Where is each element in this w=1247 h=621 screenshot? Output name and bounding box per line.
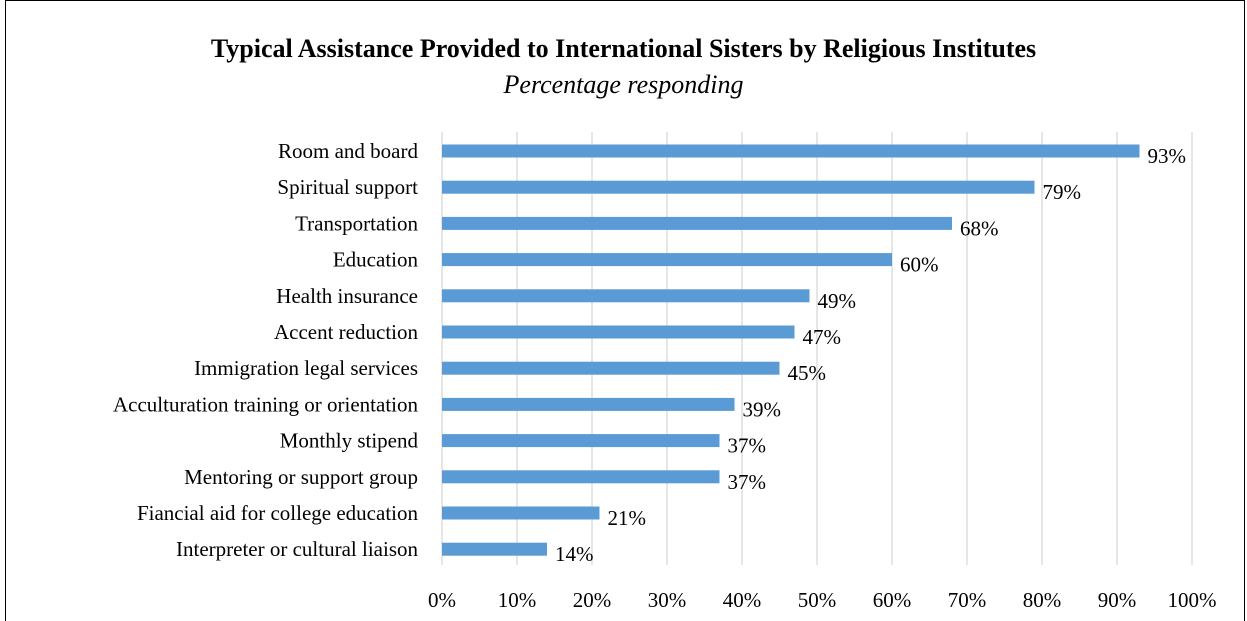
x-axis-tick-labels: 0% 10% 20% 30% 40% 50% 60% 70% 80% 90% 100% <box>428 588 1217 612</box>
category-label: Transportation <box>295 211 418 235</box>
x-tick-label: 100% <box>1168 588 1217 612</box>
value-labels: 93% 79% 68% 60% 49% 47% 45%39% 37% 37% 21% 14% <box>555 144 1186 566</box>
category-label: Health insurance <box>276 284 418 308</box>
gridlines <box>441 132 1193 565</box>
data-label: 49% <box>818 289 857 313</box>
bar <box>442 253 892 267</box>
bar <box>442 289 810 303</box>
data-label: 39% <box>743 397 782 421</box>
category-label: Education <box>333 248 419 272</box>
bar <box>442 361 780 375</box>
category-label: Fiancial aid for college education <box>137 501 419 525</box>
category-labels: Room and board Spiritual support Transport… <box>113 139 418 561</box>
x-tick-label: 80% <box>1023 588 1062 612</box>
x-tick-label: 90% <box>1098 588 1137 612</box>
data-label: 60% <box>900 253 939 277</box>
data-label: 79% <box>1043 180 1082 204</box>
data-label: 37% <box>728 470 767 494</box>
data-label: 45% <box>788 361 827 385</box>
bar <box>442 216 952 230</box>
chart-title: Typical Assistance Provided to Internati… <box>210 34 1037 63</box>
bar <box>442 144 1140 158</box>
bar <box>442 506 600 520</box>
x-tick-label: 70% <box>948 588 987 612</box>
data-label: 21% <box>608 506 647 530</box>
x-tick-label: 40% <box>723 588 762 612</box>
chart-subtitle: Percentage responding <box>503 70 744 99</box>
bar <box>442 397 735 411</box>
bar <box>442 542 547 556</box>
category-label: Acculturation training or orientation <box>113 392 418 416</box>
x-tick-label: 50% <box>798 588 837 612</box>
x-tick-label: 60% <box>873 588 912 612</box>
x-tick-label: 20% <box>573 588 612 612</box>
bars-group <box>442 144 1140 556</box>
data-label: 47% <box>803 325 842 349</box>
bar <box>442 434 720 448</box>
data-label: 93% <box>1148 144 1187 168</box>
x-tick-label: 30% <box>648 588 687 612</box>
category-label: Immigration legal services <box>194 356 418 380</box>
data-label: 68% <box>960 216 999 240</box>
data-label: 14% <box>555 542 594 566</box>
x-tick-label: 10% <box>498 588 537 612</box>
category-label: Spiritual support <box>277 175 418 199</box>
category-label: Monthly stipend <box>280 429 419 453</box>
category-label: Accent reduction <box>274 320 419 344</box>
chart-frame <box>5 0 1245 621</box>
category-label: Mentoring or support group <box>184 465 418 489</box>
bar <box>442 470 720 484</box>
x-tick-label: 0% <box>428 588 456 612</box>
bar <box>442 180 1035 194</box>
bar <box>442 325 795 339</box>
category-label: Room and board <box>278 139 418 163</box>
data-label: 37% <box>728 434 767 458</box>
category-label: Interpreter or cultural liaison <box>176 537 418 561</box>
